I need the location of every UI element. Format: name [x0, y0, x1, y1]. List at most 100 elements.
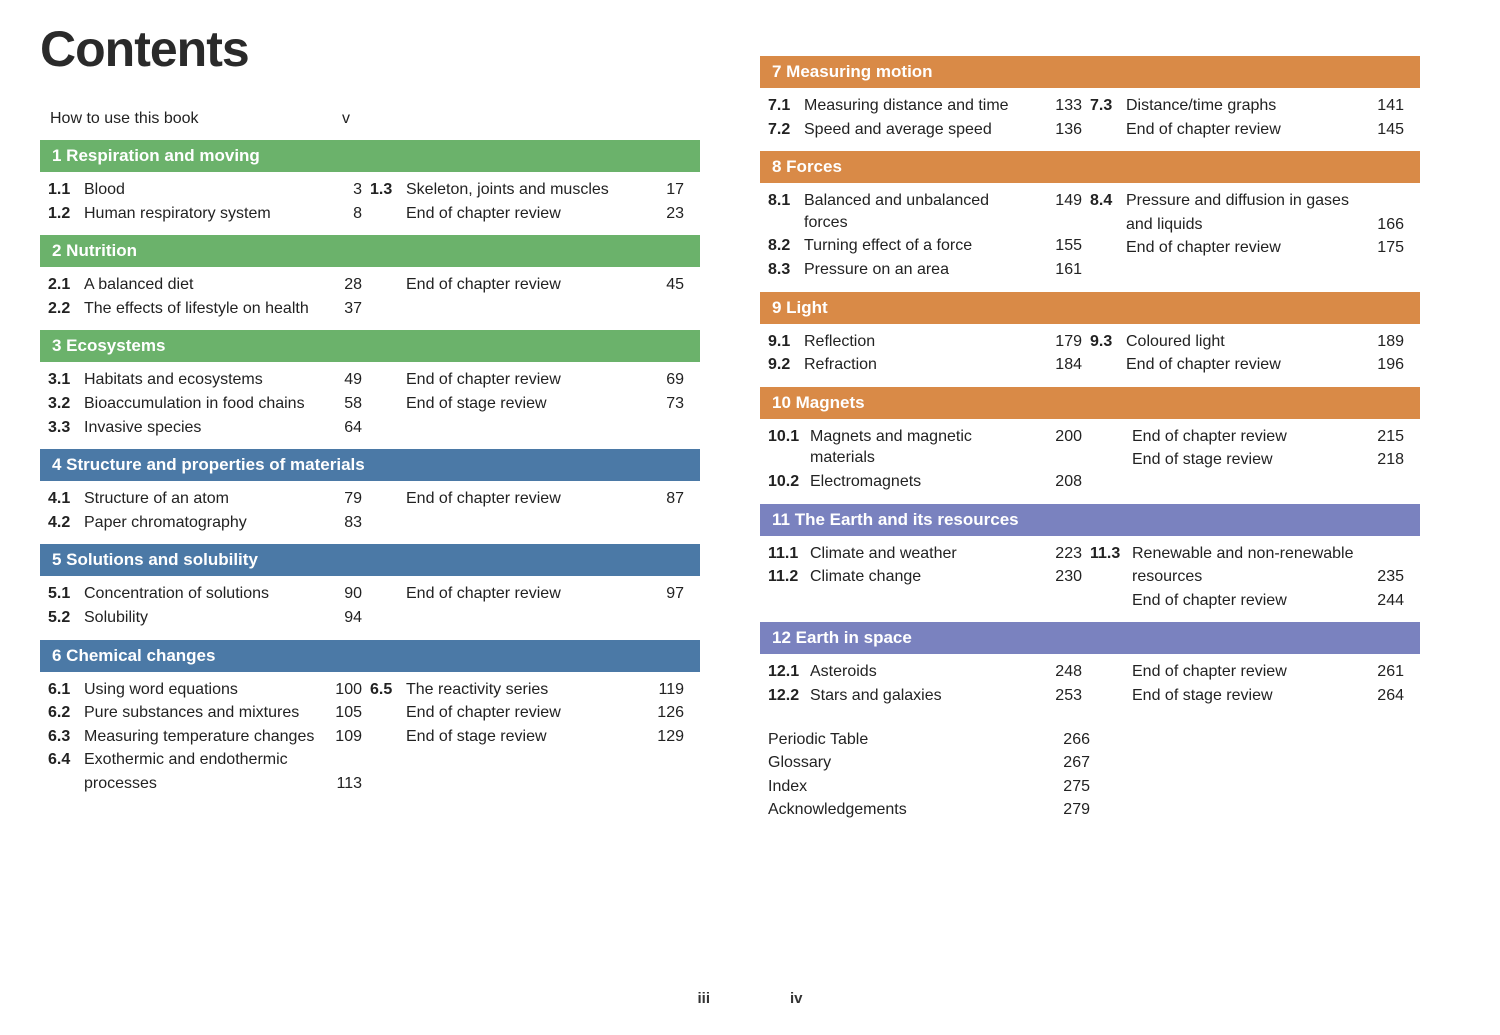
entry-page: 267 [1050, 752, 1090, 774]
toc-entry: End of stage review264 [1090, 684, 1404, 708]
entry-label: The effects of lifestyle on health [84, 298, 322, 320]
entry-number: 6.3 [48, 726, 84, 748]
entry-label: Distance/time graphs [1126, 95, 1364, 117]
toc-entry: 8.2Turning effect of a force155 [768, 234, 1082, 258]
entry-label: End of chapter review [406, 369, 644, 391]
entry-label: End of chapter review [406, 203, 644, 225]
toc-entry: 11.2Climate change230 [768, 565, 1082, 589]
toc-entry: 2.2The effects of lifestyle on health37 [48, 297, 362, 321]
chapter-header: 6 Chemical changes [40, 640, 700, 672]
entry-page: 145 [1364, 119, 1404, 141]
entry-label: A balanced diet [84, 274, 322, 296]
toc-entry: 5.2Solubility94 [48, 606, 362, 630]
entry-page: 105 [322, 702, 362, 724]
toc-entry: End of chapter review196 [1090, 353, 1404, 377]
left-chapters-container: 1 Respiration and moving1.1Blood31.2Huma… [40, 140, 700, 806]
intro-row: How to use this book v [40, 106, 700, 140]
chapter-header: 10 Magnets [760, 387, 1420, 419]
entry-label: End of chapter review [1132, 590, 1364, 612]
entry-page: 90 [322, 583, 362, 605]
chapter-col-left: 11.1Climate and weather22311.2Climate ch… [768, 542, 1090, 613]
toc-entry: 7.2Speed and average speed136 [768, 118, 1082, 142]
entry-page: 136 [1042, 119, 1082, 141]
entry-page: 235 [1364, 566, 1404, 588]
entry-label: processes [48, 773, 322, 795]
chapter-col-right: End of chapter review261End of stage rev… [1090, 660, 1412, 707]
entry-page: 133 [1042, 95, 1082, 117]
entry-page: 264 [1364, 685, 1404, 707]
chapter-col-right: 6.5The reactivity series119End of chapte… [370, 678, 692, 796]
backmatter-entry: Periodic Table266 [768, 728, 1090, 752]
entry-number: 5.1 [48, 583, 84, 605]
entry-page: 83 [322, 512, 362, 534]
entry-page: 155 [1042, 235, 1082, 257]
entry-page: 215 [1364, 426, 1404, 448]
chapter-col-left: 10.1Magnets and magnetic materials20010.… [768, 425, 1090, 494]
toc-entry: 8.1Balanced and unbalanced forces149 [768, 189, 1082, 234]
entry-number: 6.1 [48, 679, 84, 701]
toc-entry: End of chapter review97 [370, 582, 684, 606]
entry-number: 12.2 [768, 685, 810, 707]
intro-label: How to use this book [50, 110, 310, 128]
entry-label: Blood [84, 179, 322, 201]
toc-entry: processes113 [48, 772, 362, 796]
entry-label: and liquids [1090, 214, 1364, 236]
toc-entry: End of chapter review126 [370, 701, 684, 725]
entry-label: Renewable and non-renewable [1132, 543, 1364, 565]
chapter-col-left: 2.1A balanced diet282.2The effects of li… [48, 273, 370, 320]
chapter-col-left: 8.1Balanced and unbalanced forces1498.2T… [768, 189, 1090, 281]
chapter-header: 8 Forces [760, 151, 1420, 183]
toc-entry: 8.3Pressure on an area161 [768, 258, 1082, 282]
entry-number: 7.2 [768, 119, 804, 141]
chapter-ch9: 9 Light9.1Reflection1799.2Refraction1849… [760, 292, 1420, 387]
chapter-body: 6.1Using word equations1006.2Pure substa… [40, 672, 700, 806]
entry-number: 11.2 [768, 566, 810, 588]
entry-page: 266 [1050, 729, 1090, 751]
entry-label: End of chapter review [1132, 661, 1364, 683]
toc-entry: End of chapter review45 [370, 273, 684, 297]
toc-entry: End of chapter review261 [1090, 660, 1404, 684]
chapter-ch8: 8 Forces 8.1Balanced and unbalanced force… [760, 151, 1420, 291]
toc-entry: 6.5The reactivity series119 [370, 678, 684, 702]
toc-entry: 6.1Using word equations100 [48, 678, 362, 702]
entry-page: 275 [1050, 776, 1090, 798]
chapter-col-left: 3.1Habitats and ecosystems493.2Bioaccumu… [48, 368, 370, 439]
chapter-header: 12 Earth in space [760, 622, 1420, 654]
entry-label: Measuring temperature changes [84, 726, 322, 748]
chapter-col-right: End of chapter review97 [370, 582, 692, 629]
toc-entry: and liquids166 [1090, 213, 1404, 237]
entry-label: Index [768, 776, 1050, 798]
chapter-ch1: 1 Respiration and moving1.1Blood31.2Huma… [40, 140, 700, 235]
entry-page: 175 [1364, 237, 1404, 259]
entry-label: Acknowledgements [768, 799, 1050, 821]
entry-number: 1.3 [370, 179, 406, 201]
entry-number: 3.1 [48, 369, 84, 391]
entry-label: Speed and average speed [804, 119, 1042, 141]
entry-number: 8.2 [768, 235, 804, 257]
entry-label: Human respiratory system [84, 203, 322, 225]
chapter-col-right: 8.4Pressure and diffusion in gasesand li… [1090, 189, 1412, 281]
entry-label: Concentration of solutions [84, 583, 322, 605]
entry-page: 279 [1050, 799, 1090, 821]
entry-page: 184 [1042, 354, 1082, 376]
entry-number: 10.1 [768, 426, 810, 448]
entry-number: 7.1 [768, 95, 804, 117]
entry-page: 230 [1042, 566, 1082, 588]
left-page: Contents How to use this book v 1 Respir… [40, 20, 700, 832]
entry-page: 218 [1364, 449, 1404, 471]
entry-number: 4.1 [48, 488, 84, 510]
entry-label: End of chapter review [406, 274, 644, 296]
chapter-ch2: 2 Nutrition2.1A balanced diet282.2The ef… [40, 235, 700, 330]
entry-number: 8.1 [768, 190, 804, 212]
entry-label: Refraction [804, 354, 1042, 376]
entry-label: End of chapter review [1126, 119, 1364, 141]
page-number-left: iii [697, 990, 710, 1007]
chapter-body: 12.1Asteroids24812.2Stars and galaxies25… [760, 654, 1420, 717]
toc-entry: End of chapter review175 [1090, 236, 1404, 260]
toc-entry: 12.1Asteroids248 [768, 660, 1082, 684]
entry-number: 11.3 [1090, 543, 1132, 565]
entry-label: End of chapter review [1132, 426, 1364, 448]
entry-label: resources [1090, 566, 1364, 588]
entry-label: End of stage review [406, 393, 644, 415]
toc-entry: 12.2Stars and galaxies253 [768, 684, 1082, 708]
